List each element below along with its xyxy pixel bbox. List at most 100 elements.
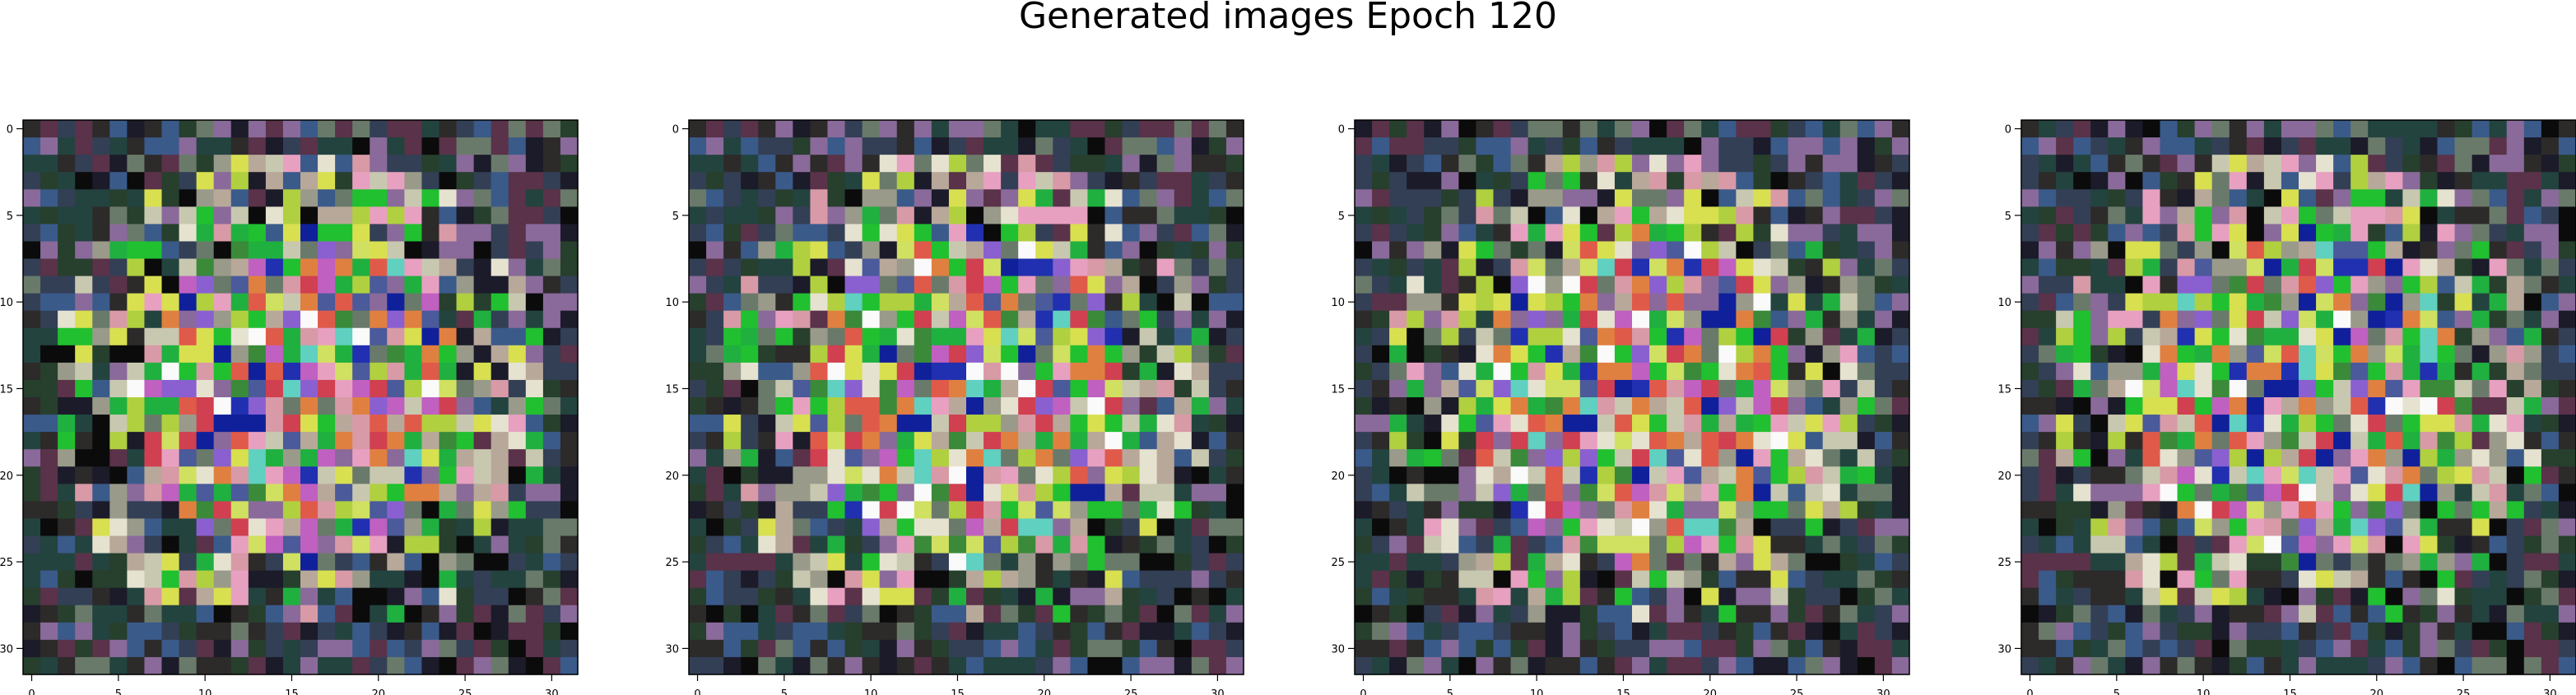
pixel-cell: [560, 449, 579, 467]
pixel-cell: [1701, 449, 1719, 467]
pixel-cell: [404, 293, 423, 312]
pixel-cell: [689, 224, 707, 243]
pixel-cell: [2073, 120, 2091, 138]
pixel-cell: [2523, 241, 2542, 260]
pixel-cell: [2437, 518, 2456, 537]
pixel-cell: [723, 501, 742, 520]
pixel-cell: [2523, 484, 2542, 502]
pixel-cell: [2471, 189, 2490, 207]
pixel-cell: [896, 449, 915, 467]
pixel-cell: [1493, 570, 1512, 589]
pixel-cell: [1701, 224, 1719, 243]
pixel-cell: [1805, 293, 1824, 312]
pixel-cell: [1788, 622, 1806, 641]
pixel-cell: [1753, 415, 1772, 433]
pixel-cell: [2489, 535, 2508, 554]
pixel-cell: [879, 120, 898, 138]
pixel-cell: [1372, 362, 1390, 381]
pixel-cell: [1104, 415, 1123, 433]
pixel-cell: [92, 587, 110, 606]
pixel-cell: [1510, 501, 1529, 520]
pixel-cell: [109, 120, 128, 138]
pixel-cell: [2160, 120, 2178, 138]
pixel-cell: [1355, 276, 1373, 294]
pixel-cell: [1649, 415, 1667, 433]
pixel-cell: [1736, 397, 1755, 415]
pixel-cell: [741, 622, 759, 641]
pixel-cell: [2090, 172, 2109, 190]
pixel-cell: [914, 206, 932, 225]
pixel-cell: [2263, 258, 2282, 277]
pixel-cell: [265, 310, 284, 329]
pixel-cell: [706, 206, 724, 225]
pixel-cell: [1614, 415, 1633, 433]
pixel-cell: [1701, 518, 1719, 537]
pixel-cell: [793, 484, 811, 502]
pixel-cell: [1614, 656, 1633, 675]
pixel-cell: [404, 362, 423, 381]
pixel-cell: [1389, 206, 1407, 225]
x-tick-label: 20: [1038, 688, 1052, 695]
pixel-cell: [1122, 310, 1141, 329]
pixel-cell: [2350, 155, 2369, 173]
pixel-cell: [58, 206, 76, 225]
pixel-cell: [2108, 120, 2126, 138]
pixel-cell: [2211, 639, 2230, 658]
pixel-cell: [1597, 276, 1616, 294]
pixel-cell: [1701, 553, 1719, 572]
pixel-cell: [706, 518, 724, 537]
pixel-cell: [1510, 587, 1529, 606]
pixel-cell: [810, 432, 829, 450]
pixel-cell: [2073, 241, 2091, 260]
pixel-cell: [1035, 587, 1053, 606]
pixel-cell: [318, 622, 336, 641]
pixel-cell: [542, 466, 561, 484]
pixel-cell: [2385, 379, 2403, 398]
pixel-cell: [758, 432, 776, 450]
pixel-cell: [196, 449, 215, 467]
pixel-cell: [758, 276, 776, 294]
pixel-cell: [948, 622, 967, 641]
y-tick-label: 10: [0, 297, 13, 309]
pixel-cell: [109, 484, 128, 502]
pixel-cell: [179, 224, 198, 243]
pixel-cell: [741, 224, 759, 243]
pixel-cell: [1891, 137, 1910, 155]
pixel-cell: [75, 587, 93, 606]
pixel-cell: [1579, 484, 1598, 502]
pixel-cell: [1424, 293, 1442, 312]
pixel-cell: [2211, 397, 2230, 415]
pixel-cell: [1139, 570, 1158, 589]
pixel-cell: [542, 518, 561, 537]
pixel-cell: [109, 449, 128, 467]
pixel-cell: [439, 155, 458, 173]
pixel-cell: [2471, 327, 2490, 346]
pixel-cell: [1753, 432, 1772, 450]
pixel-cell: [1649, 466, 1667, 484]
pixel-cell: [1822, 639, 1841, 658]
pixel-cell: [1839, 535, 1858, 554]
pixel-cell: [2385, 310, 2403, 329]
pixel-cell: [2489, 345, 2508, 364]
pixel-cell: [862, 276, 881, 294]
pixel-cell: [2368, 553, 2386, 572]
pixel-cell: [1191, 639, 1210, 658]
pixel-cell: [2402, 293, 2421, 312]
pixel-cell: [1839, 293, 1858, 312]
pixel-cell: [1701, 258, 1719, 277]
pixel-cell: [2039, 397, 2057, 415]
pixel-cell: [810, 120, 829, 138]
pixel-cell: [352, 570, 370, 589]
pixel-cell: [2073, 432, 2091, 450]
pixel-cell: [914, 120, 932, 138]
pixel-cell: [758, 449, 776, 467]
pixel-cell: [810, 241, 829, 260]
pixel-cell: [1122, 293, 1141, 312]
pixel-cell: [1891, 241, 1910, 260]
pixel-cell: [1372, 397, 1390, 415]
pixel-cell: [75, 656, 93, 675]
pixel-cell: [75, 501, 93, 520]
pixel-cell: [2263, 224, 2282, 243]
pixel-cell: [2437, 345, 2456, 364]
pixel-cell: [2056, 276, 2074, 294]
